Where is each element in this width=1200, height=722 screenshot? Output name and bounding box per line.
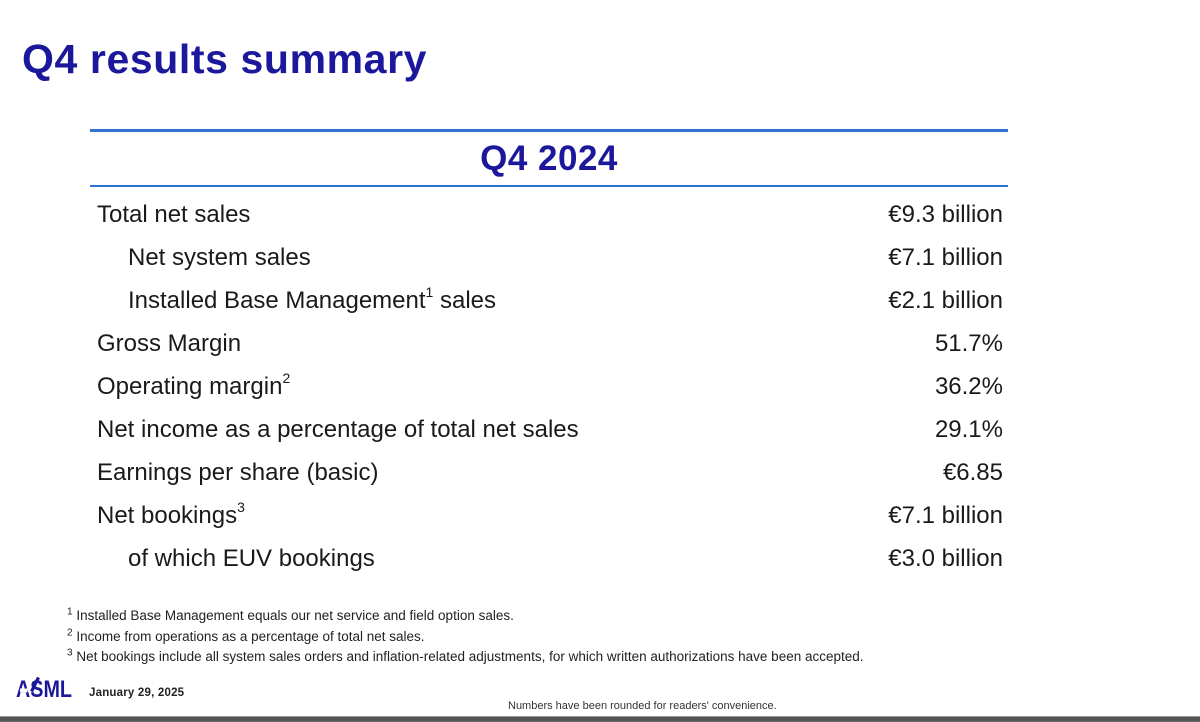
footnote-2: 2 Income from operations as a percentage…	[67, 627, 425, 644]
page-title: Q4 results summary	[22, 36, 428, 82]
results-table: Q4 2024 Total net sales €9.3 billion Net…	[90, 129, 1008, 580]
row-label: Earnings per share (basic)	[97, 458, 379, 486]
row-value: €3.0 billion	[888, 544, 1003, 572]
row-label: Installed Base Management1 sales	[128, 283, 497, 314]
row-value: €6.85	[942, 458, 1003, 486]
row-label: of which EUV bookings	[128, 544, 375, 572]
slide-date: January 29, 2025	[89, 687, 185, 699]
row-value: €9.3 billion	[888, 200, 1003, 228]
row-value: 29.1%	[934, 415, 1003, 443]
row-value: €7.1 billion	[888, 501, 1003, 529]
table-row-installed-base-management-sales: Installed Base Management1 sales €2.1 bi…	[90, 279, 1008, 322]
table-row-total-net-sales: Total net sales €9.3 billion	[90, 193, 1008, 236]
row-label: Net bookings3	[97, 498, 245, 529]
table-row-euv-bookings: of which EUV bookings €3.0 billion	[90, 537, 1008, 580]
table-row-gross-margin: Gross Margin 51.7%	[90, 322, 1008, 365]
asml-logo: ASML	[16, 676, 76, 703]
table-row-net-bookings: Net bookings3 €7.1 billion	[90, 494, 1008, 537]
row-value: 51.7%	[934, 329, 1003, 357]
row-value: €2.1 billion	[888, 286, 1003, 314]
table-row-earnings-per-share: Earnings per share (basic) €6.85	[90, 451, 1008, 494]
table-rows: Total net sales €9.3 billion Net system …	[90, 187, 1008, 580]
footnotes: 1 Installed Base Management equals our n…	[67, 606, 864, 668]
row-value: 36.2%	[934, 372, 1003, 400]
table-rule-top	[90, 129, 1008, 132]
rounding-note: Numbers have been rounded for readers' c…	[508, 700, 777, 712]
table-row-operating-margin: Operating margin2 36.2%	[90, 365, 1008, 408]
table-header-q4-2024: Q4 2024	[480, 139, 618, 178]
row-value: €7.1 billion	[888, 243, 1003, 271]
row-label: Total net sales	[97, 200, 251, 228]
row-label: Net income as a percentage of total net …	[97, 415, 579, 443]
table-rule-header	[90, 185, 1008, 187]
footnote-1: 1 Installed Base Management equals our n…	[67, 606, 514, 623]
row-label: Gross Margin	[97, 329, 242, 357]
slide-bottom-edge	[0, 715, 1200, 722]
footnote-3: 3 Net bookings include all system sales …	[67, 647, 864, 664]
table-row-net-system-sales: Net system sales €7.1 billion	[90, 236, 1008, 279]
row-label: Net system sales	[128, 243, 311, 271]
row-label: Operating margin2	[97, 369, 291, 400]
table-row-net-income-percentage: Net income as a percentage of total net …	[90, 408, 1008, 451]
